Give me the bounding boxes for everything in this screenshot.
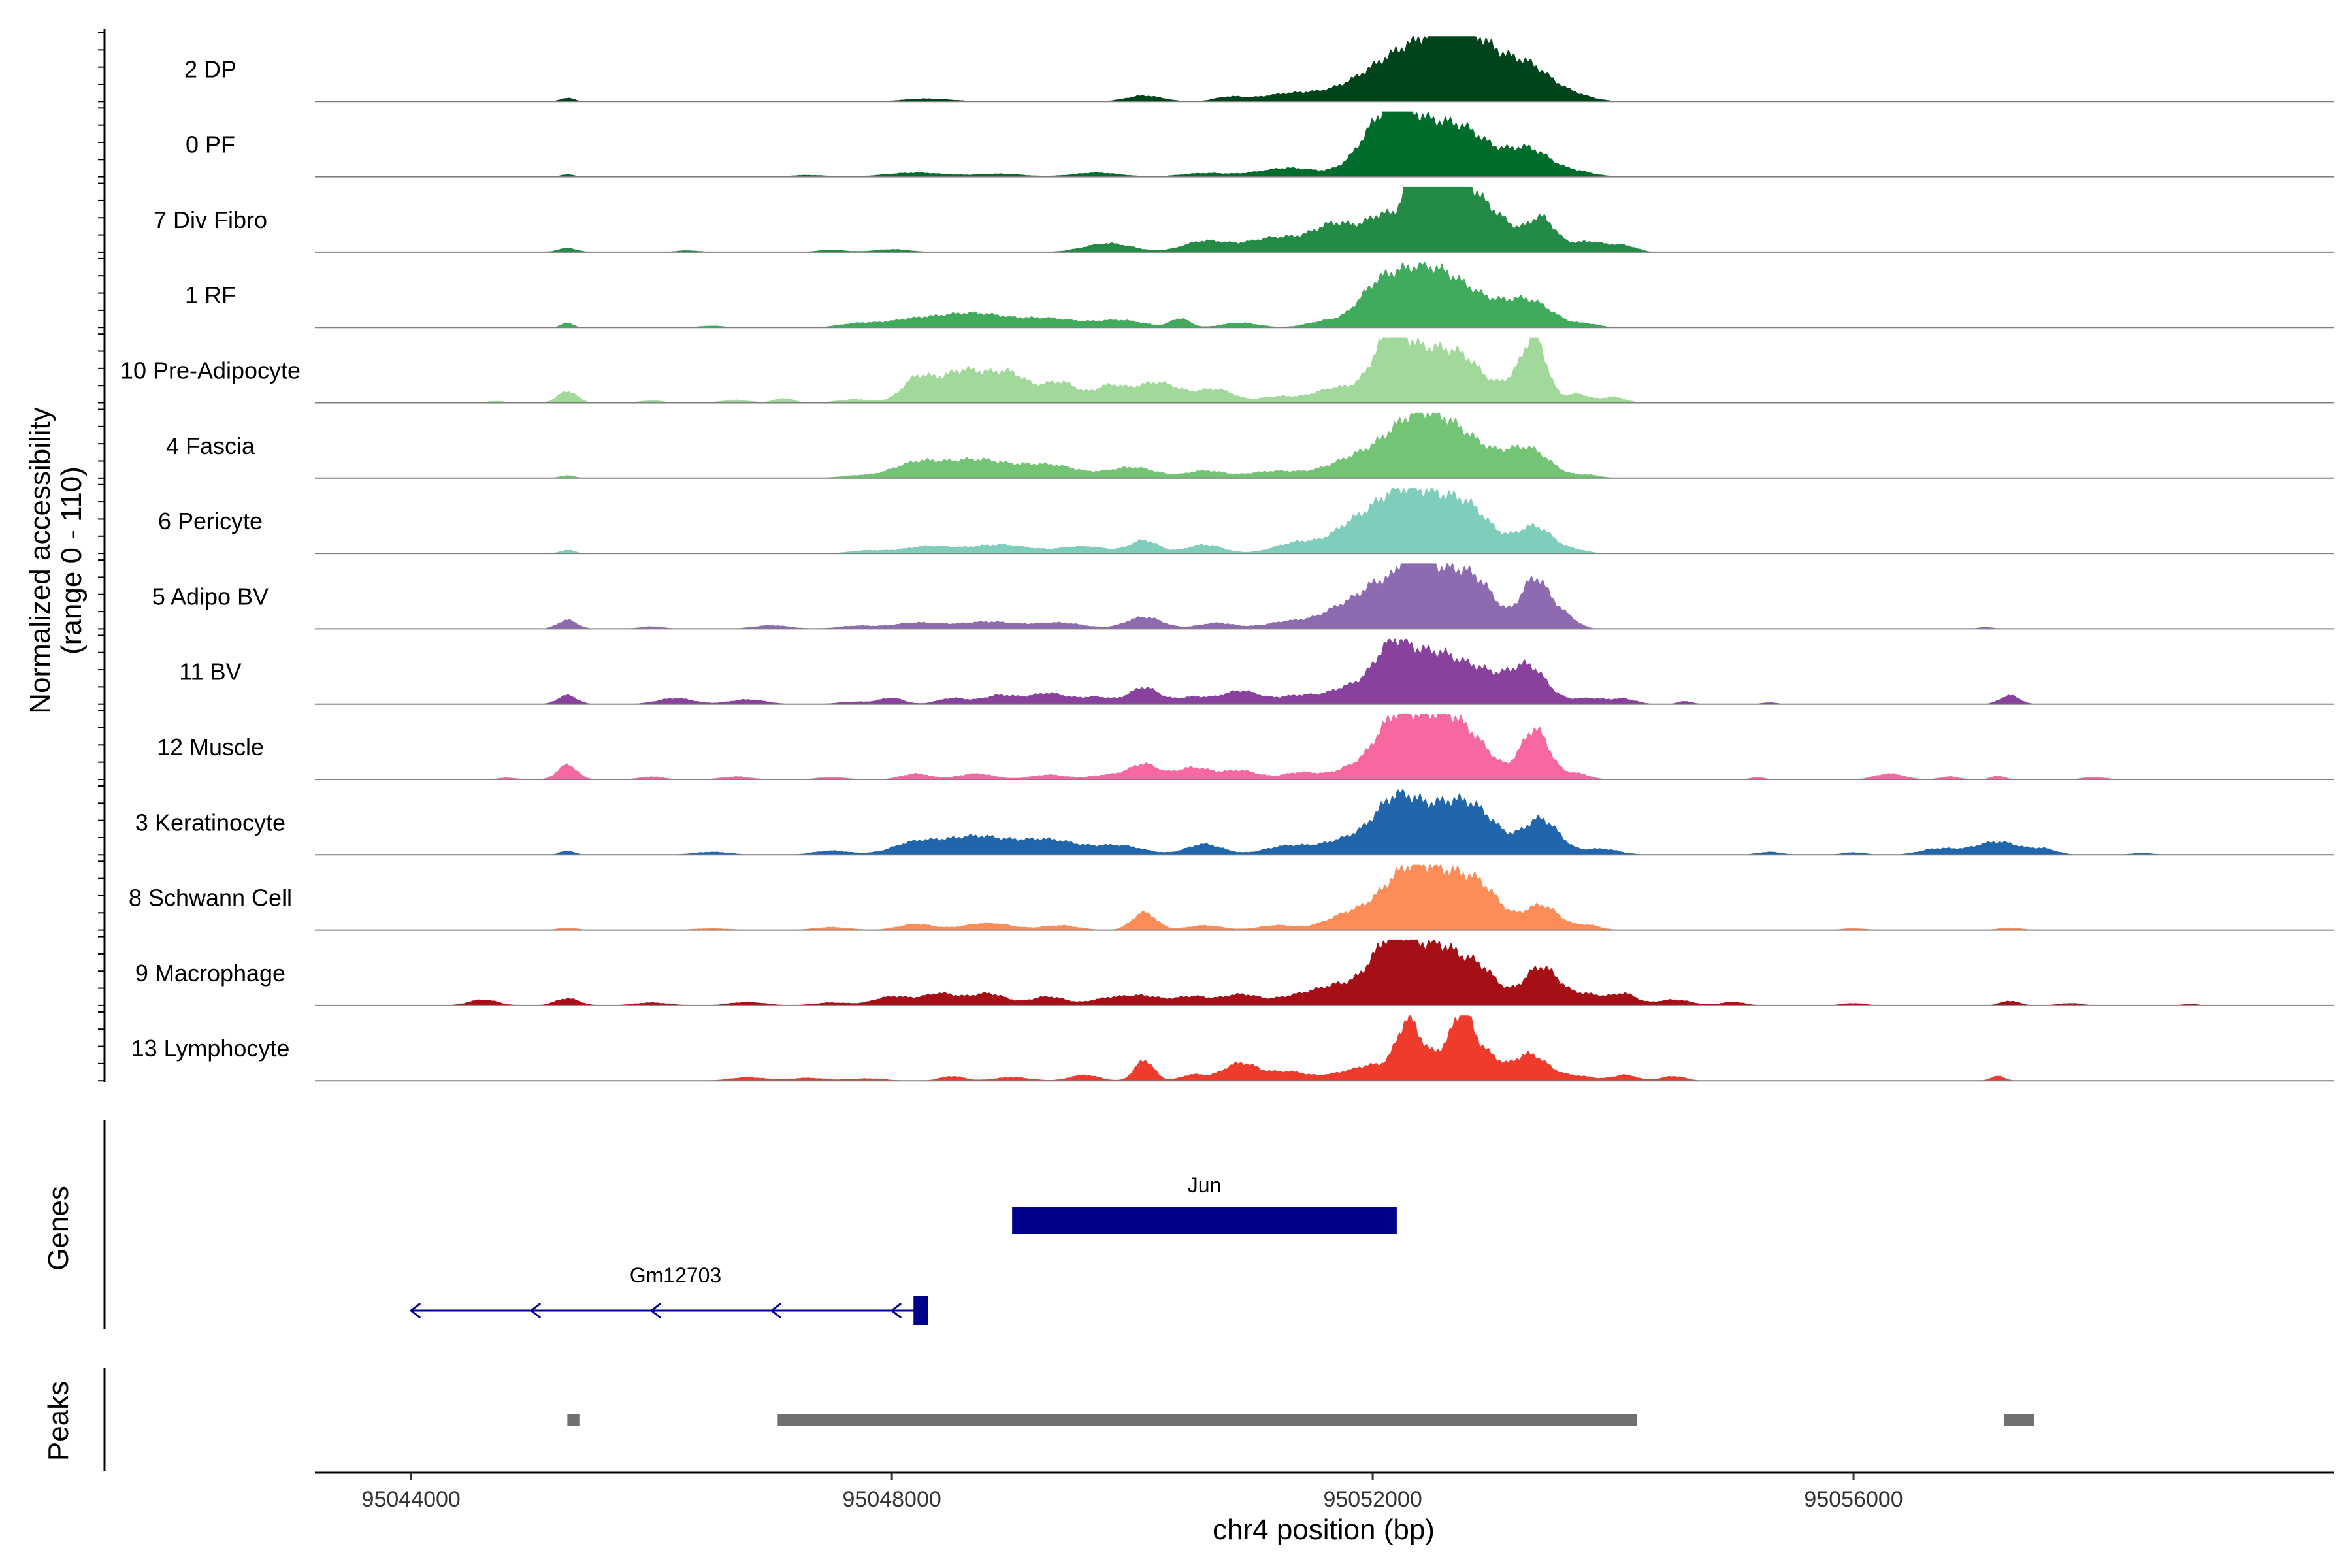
track-label: 8 Schwann Cell xyxy=(129,885,292,911)
track-label: 9 Macrophage xyxy=(135,960,286,987)
x-axis: 95044000 95048000 95052000 95056000 xyxy=(315,1471,2334,1512)
track-label: 11 BV xyxy=(179,659,241,685)
coverage-track: 8 Schwann Cell xyxy=(129,864,2334,931)
x-tick-label: 95056000 xyxy=(1804,1487,1903,1512)
coverage-track: 10 Pre-Adipocyte xyxy=(120,337,2334,404)
x-tick-label: 95044000 xyxy=(362,1487,461,1512)
gene-label: Gm12703 xyxy=(630,1264,722,1287)
x-axis-title: chr4 position (bp) xyxy=(1213,1514,1435,1546)
coverage-area xyxy=(315,111,2334,177)
gene-gm12703: Gm12703 xyxy=(409,1264,928,1325)
x-tick-label: 95052000 xyxy=(1323,1487,1422,1512)
track-label: 13 Lymphocyte xyxy=(131,1035,290,1062)
coverage-track: 1 RF xyxy=(185,262,2334,329)
track-label: 4 Fascia xyxy=(166,433,255,459)
coverage-track: 7 Div Fibro xyxy=(154,186,2334,253)
coverage-area xyxy=(315,412,2334,478)
coverage-area xyxy=(315,262,2334,328)
coverage-area xyxy=(315,337,2334,403)
strand-arrow xyxy=(409,1302,421,1319)
peak-region xyxy=(777,1414,1637,1426)
track-label: 5 Adipo BV xyxy=(152,583,269,610)
coverage-tracks: 2 DP 0 PF 7 Div Fibro 1 RF 10 Pre-Adipocyte 4… xyxy=(98,29,2334,1082)
coverage-track: 5 Adipo BV xyxy=(152,563,2334,630)
y-axis-title-line-2: (range 0 - 110) xyxy=(56,466,88,655)
track-label: 12 Muscle xyxy=(157,734,264,760)
coverage-track: 13 Lymphocyte xyxy=(131,1015,2334,1082)
coverage-track: 9 Macrophage xyxy=(135,939,2334,1006)
gene-label: Jun xyxy=(1188,1173,1222,1197)
track-label: 0 PF xyxy=(186,131,235,158)
strand-arrow xyxy=(890,1302,902,1319)
genes-track: Jun Gm12703 xyxy=(103,1120,1397,1329)
track-label: 6 Pericyte xyxy=(158,508,263,534)
strand-arrow xyxy=(649,1302,662,1319)
peak-region xyxy=(567,1414,580,1426)
coverage-track: 0 PF xyxy=(186,111,2334,178)
strand-arrow xyxy=(770,1302,782,1319)
peaks-track xyxy=(103,1368,2034,1471)
coverage-area xyxy=(315,864,2334,930)
coverage-area xyxy=(315,488,2334,554)
coverage-area xyxy=(315,638,2334,704)
coverage-area xyxy=(315,186,2334,252)
gene-jun: Jun xyxy=(1012,1173,1397,1234)
track-label: 2 DP xyxy=(184,56,237,82)
peak-region xyxy=(2004,1414,2034,1426)
y-axis-title-line-1: Normalized accessibility xyxy=(24,407,56,713)
coverage-track: 3 Keratinocyte xyxy=(135,789,2334,856)
gene-exon xyxy=(1012,1207,1397,1234)
coverage-area xyxy=(315,36,2334,102)
coverage-area xyxy=(315,1015,2334,1081)
track-label: 1 RF xyxy=(185,282,236,308)
coverage-track: 6 Pericyte xyxy=(158,488,2334,555)
peaks-track-title: Peaks xyxy=(42,1381,74,1461)
track-label: 10 Pre-Adipocyte xyxy=(120,357,301,384)
gene-exon xyxy=(913,1296,928,1325)
track-label: 3 Keratinocyte xyxy=(135,809,286,836)
x-tick-label: 95048000 xyxy=(843,1487,941,1512)
coverage-area xyxy=(315,789,2334,855)
coverage-track: 11 BV xyxy=(179,638,2334,705)
strand-arrow xyxy=(529,1302,542,1319)
coverage-track: 4 Fascia xyxy=(166,412,2334,479)
genes-track-title: Genes xyxy=(42,1186,74,1271)
coverage-track: 2 DP xyxy=(184,36,2334,103)
coverage-area xyxy=(315,563,2334,629)
coverage-track: 12 Muscle xyxy=(157,714,2334,780)
coverage-area xyxy=(315,939,2334,1005)
track-label: 7 Div Fibro xyxy=(154,206,267,233)
coverage-area xyxy=(315,714,2334,779)
